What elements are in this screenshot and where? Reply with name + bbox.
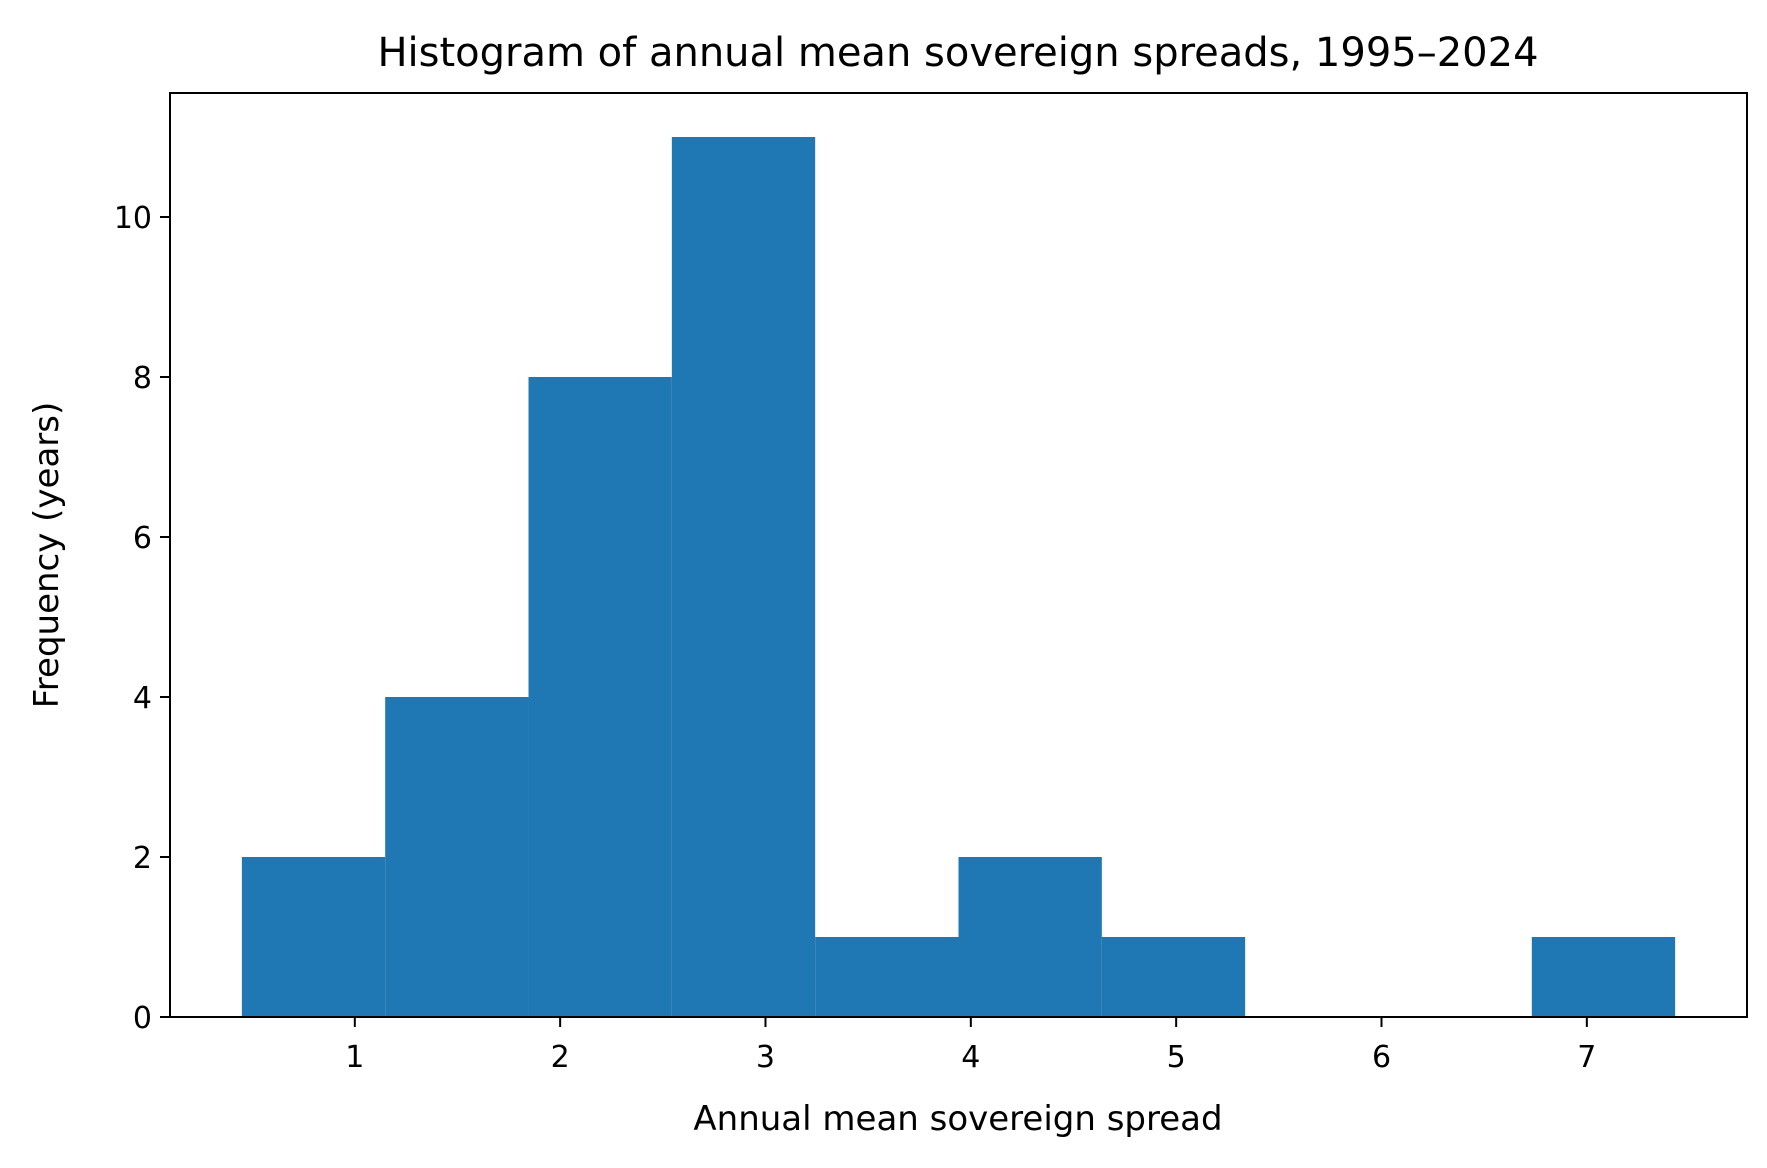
x-tick-label: 4 bbox=[961, 1040, 980, 1075]
chart-title: Histogram of annual mean sovereign sprea… bbox=[377, 30, 1538, 76]
histogram-bar-5 bbox=[815, 937, 959, 1017]
x-tick-label: 6 bbox=[1372, 1040, 1391, 1075]
histogram-bar-4 bbox=[671, 137, 816, 1017]
y-tick-label: 6 bbox=[133, 521, 152, 556]
x-tick-label: 1 bbox=[345, 1040, 364, 1075]
y-tick-label: 8 bbox=[133, 361, 152, 396]
y-tick-label: 4 bbox=[133, 681, 152, 716]
y-axis-label: Frequency (years) bbox=[27, 402, 67, 709]
histogram-bar-3 bbox=[528, 377, 672, 1017]
histogram-bar-1 bbox=[241, 857, 386, 1017]
x-tick-label: 5 bbox=[1167, 1040, 1186, 1075]
histogram-bar-7 bbox=[1101, 937, 1246, 1017]
y-tick-label: 10 bbox=[114, 201, 152, 236]
y-tick-label: 2 bbox=[133, 841, 152, 876]
y-tick-label: 0 bbox=[133, 1001, 152, 1036]
histogram-bar-10 bbox=[1531, 937, 1676, 1017]
plot-frame bbox=[169, 92, 1748, 1018]
x-axis-ticks: 1 2 3 4 5 6 7 bbox=[345, 1017, 1596, 1075]
y-axis-ticks: 0 2 4 6 8 10 bbox=[114, 201, 170, 1036]
histogram-bar-2 bbox=[385, 697, 529, 1017]
x-tick-label: 3 bbox=[756, 1040, 775, 1075]
histogram-bars bbox=[241, 137, 1676, 1017]
x-tick-label: 7 bbox=[1577, 1040, 1596, 1075]
histogram-bar-6 bbox=[958, 857, 1102, 1017]
x-axis-label: Annual mean sovereign spread bbox=[693, 1099, 1222, 1139]
x-tick-label: 2 bbox=[551, 1040, 570, 1075]
